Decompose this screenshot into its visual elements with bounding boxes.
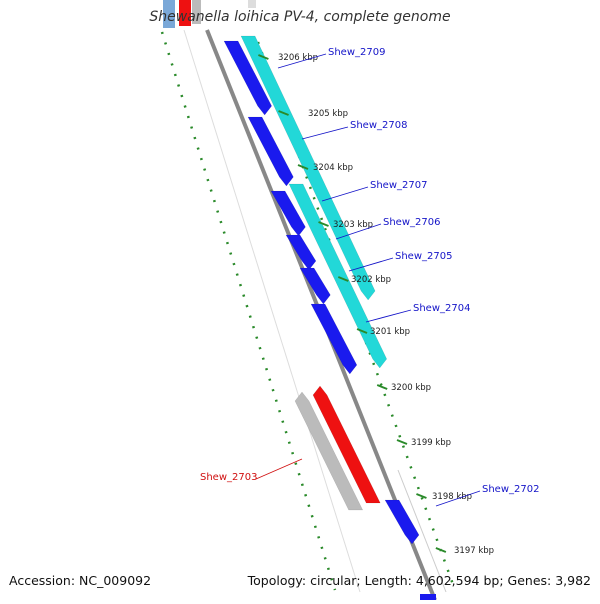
genome-stats-text: Topology: circular; Length: 4,602,594 bp… xyxy=(247,573,591,588)
ruler-tick-mark xyxy=(318,221,329,227)
gene-label-leader xyxy=(301,126,349,140)
ruler-tick-mark xyxy=(337,276,349,282)
ruler-tick-mark xyxy=(376,384,388,390)
ruler-tick-label: 3203 kbp xyxy=(333,220,373,230)
ruler-tick-label: 3198 kbp xyxy=(432,492,472,502)
gene-label-leader xyxy=(435,490,481,507)
gene-label-leader xyxy=(348,257,394,272)
ruler-tick-mark xyxy=(356,328,368,334)
clipped-feature xyxy=(248,0,256,8)
track-boundary-line xyxy=(183,29,361,593)
gene-label[interactable]: Shew_2706 xyxy=(383,217,440,228)
gene-label[interactable]: Shew_2705 xyxy=(395,251,452,262)
gene-label[interactable]: Shew_2709 xyxy=(328,47,385,58)
gene-forward-arrow[interactable] xyxy=(384,499,420,545)
clipped-feature xyxy=(420,594,436,600)
ruler-tick-mark xyxy=(278,110,289,116)
gene-forward-arrow[interactable] xyxy=(247,116,294,187)
ruler-tick-mark xyxy=(416,493,427,499)
ruler-tick-label: 3201 kbp xyxy=(370,327,410,337)
ruler-tick-label: 3200 kbp xyxy=(391,383,431,393)
cds-reverse-arrow[interactable] xyxy=(294,391,364,511)
clipped-feature xyxy=(192,0,201,24)
ruler-tick-label: 3199 kbp xyxy=(411,438,451,448)
gene-label-leader xyxy=(335,223,382,240)
gene-forward-arrow[interactable] xyxy=(270,190,306,237)
gene-label[interactable]: Shew_2703 xyxy=(200,472,257,483)
gene-label[interactable]: Shew_2707 xyxy=(370,180,427,191)
gene-label-leader xyxy=(321,186,369,202)
gene-label[interactable]: Shew_2708 xyxy=(350,120,407,131)
gene-reverse-arrow[interactable] xyxy=(312,385,381,504)
inner-ruler-dots xyxy=(256,41,457,591)
ruler-tick-mark xyxy=(396,439,408,445)
ruler-tick-mark xyxy=(435,547,447,553)
ruler-tick-label: 3202 kbp xyxy=(351,275,391,285)
gene-forward-arrow[interactable] xyxy=(299,267,331,305)
gene-label-leader xyxy=(277,53,327,69)
accession-text: Accession: NC_009092 xyxy=(9,573,152,588)
ruler-tick-label: 3197 kbp xyxy=(454,546,494,556)
gene-label-leader xyxy=(365,309,412,323)
gene-label-leader xyxy=(255,458,303,480)
clipped-feature xyxy=(179,0,191,26)
gene-label[interactable]: Shew_2704 xyxy=(413,303,470,314)
gene-forward-arrow[interactable] xyxy=(310,303,358,375)
map-title: Shewanella loihica PV-4, complete genome xyxy=(149,9,451,25)
ruler-tick-mark xyxy=(258,54,269,60)
ruler-tick-label: 3204 kbp xyxy=(313,163,353,173)
clipped-feature xyxy=(163,0,175,28)
ruler-tick-label: 3206 kbp xyxy=(278,53,318,63)
ruler-tick-label: 3205 kbp xyxy=(308,109,348,119)
ruler-tick-mark xyxy=(297,164,309,170)
gene-label[interactable]: Shew_2702 xyxy=(482,484,539,495)
track-boundary-line xyxy=(397,469,447,593)
gene-forward-arrow[interactable] xyxy=(285,234,317,271)
gene-forward-arrow[interactable] xyxy=(223,40,272,116)
